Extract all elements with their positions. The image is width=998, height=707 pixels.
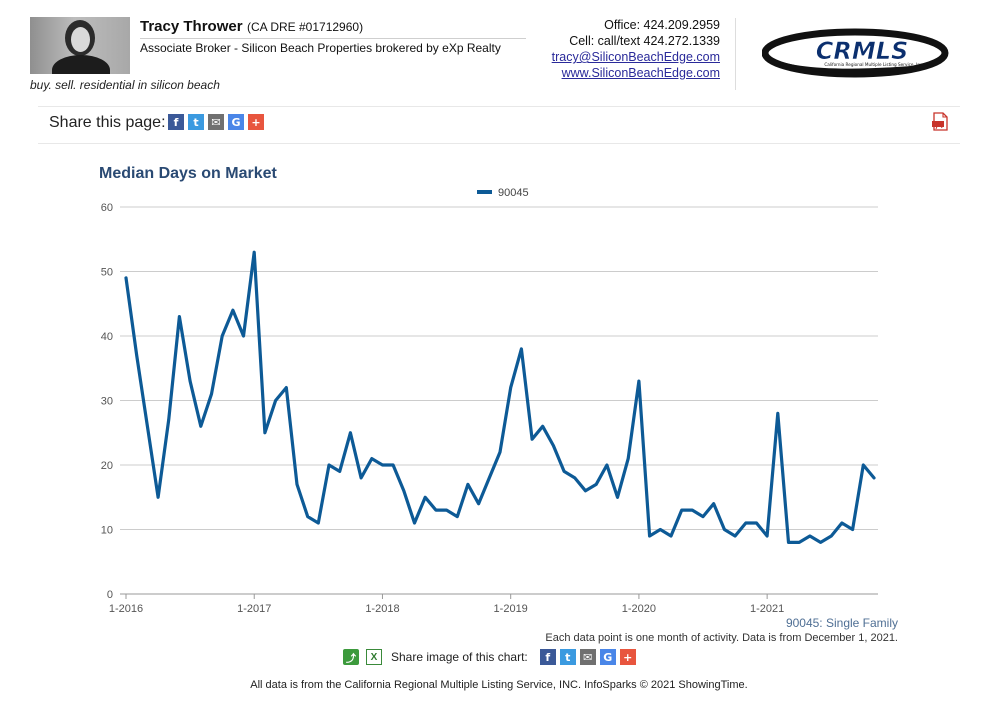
twitter-icon[interactable]: t bbox=[188, 114, 204, 130]
crmls-logo-subtext: California Regional Multiple Listing Ser… bbox=[824, 62, 923, 67]
plus-icon[interactable]: + bbox=[619, 649, 636, 665]
office-phone: Office: 424.209.2959 bbox=[604, 18, 720, 32]
agent-header: Tracy Thrower (CA DRE #01712960) Associa… bbox=[0, 0, 998, 100]
share-image-label: Share image of this chart: bbox=[391, 650, 528, 664]
agent-divider bbox=[140, 38, 526, 39]
agent-tagline: buy. sell. residential in silicon beach bbox=[30, 78, 220, 92]
crmls-logo-text: CRMLS bbox=[816, 37, 909, 65]
y-tick-label: 50 bbox=[101, 267, 113, 279]
share-page-label: Share this page: bbox=[49, 114, 166, 131]
share-page-icons: f t ✉ G + bbox=[168, 114, 264, 130]
x-tick-label: 1-2020 bbox=[622, 603, 656, 615]
page-footer: All data is from the California Regional… bbox=[250, 679, 748, 691]
chart-footnote: 90045: Single Family bbox=[785, 616, 898, 630]
agent-title: Associate Broker - Silicon Beach Propert… bbox=[140, 41, 501, 55]
series-line-90045 bbox=[124, 250, 876, 544]
facebook-icon[interactable]: f bbox=[168, 114, 184, 130]
chart-title: Median Days on Market bbox=[99, 165, 277, 182]
google-icon[interactable]: G bbox=[228, 114, 244, 130]
x-tick-label: 1-2018 bbox=[365, 603, 399, 615]
plus-icon[interactable]: + bbox=[248, 114, 264, 130]
agent-info: Tracy Thrower (CA DRE #01712960) Associa… bbox=[140, 18, 526, 55]
email-icon[interactable]: ✉ bbox=[579, 649, 596, 665]
agent-name: Tracy Thrower bbox=[140, 18, 243, 35]
google-icon[interactable]: G bbox=[599, 649, 616, 665]
agent-dre-number: (CA DRE #01712960) bbox=[247, 20, 364, 34]
facebook-icon[interactable]: f bbox=[539, 649, 556, 665]
y-tick-label: 40 bbox=[101, 331, 113, 343]
contact-info: Office: 424.209.2959 Cell: call/text 424… bbox=[520, 17, 720, 81]
chart-source-note: Each data point is one month of activity… bbox=[545, 632, 898, 644]
x-tick-label: 1-2016 bbox=[109, 603, 143, 615]
y-tick-label: 0 bbox=[107, 589, 113, 601]
share-image-icons: f t ✉ G + bbox=[539, 649, 636, 665]
share-chart-icon[interactable]: ⤴ bbox=[343, 649, 359, 665]
agent-photo bbox=[30, 17, 130, 74]
email-icon[interactable]: ✉ bbox=[208, 114, 224, 130]
website-link[interactable]: www.SiliconBeachEdge.com bbox=[561, 66, 720, 80]
y-tick-label: 10 bbox=[101, 525, 113, 537]
x-tick-label: 1-2021 bbox=[750, 603, 784, 615]
x-tick-label: 1-2017 bbox=[237, 603, 271, 615]
twitter-icon[interactable]: t bbox=[559, 649, 576, 665]
median-days-chart: 0 10 20 30 40 50 60 1-2016 1-2017 1-2018 1-2019 1-… bbox=[101, 187, 878, 615]
y-tick-label: 30 bbox=[101, 396, 113, 408]
email-link[interactable]: tracy@SiliconBeachEdge.com bbox=[551, 50, 720, 64]
header-divider bbox=[735, 18, 736, 90]
cell-phone: Cell: call/text 424.272.1339 bbox=[569, 34, 720, 48]
y-tick-label: 20 bbox=[101, 460, 113, 472]
y-tick-label: 60 bbox=[101, 202, 113, 214]
pdf-icon[interactable] bbox=[931, 112, 949, 131]
legend-label: 90045 bbox=[498, 187, 529, 199]
share-image-bar: ⤴ X Share image of this chart: f t ✉ G + bbox=[343, 648, 636, 666]
x-tick-label: 1-2019 bbox=[494, 603, 528, 615]
crmls-logo: CRMLS California Regional Multiple Listi… bbox=[762, 28, 949, 78]
share-page-bar: Share this page: f t ✉ G + bbox=[38, 106, 960, 144]
excel-export-icon[interactable]: X bbox=[366, 649, 382, 665]
